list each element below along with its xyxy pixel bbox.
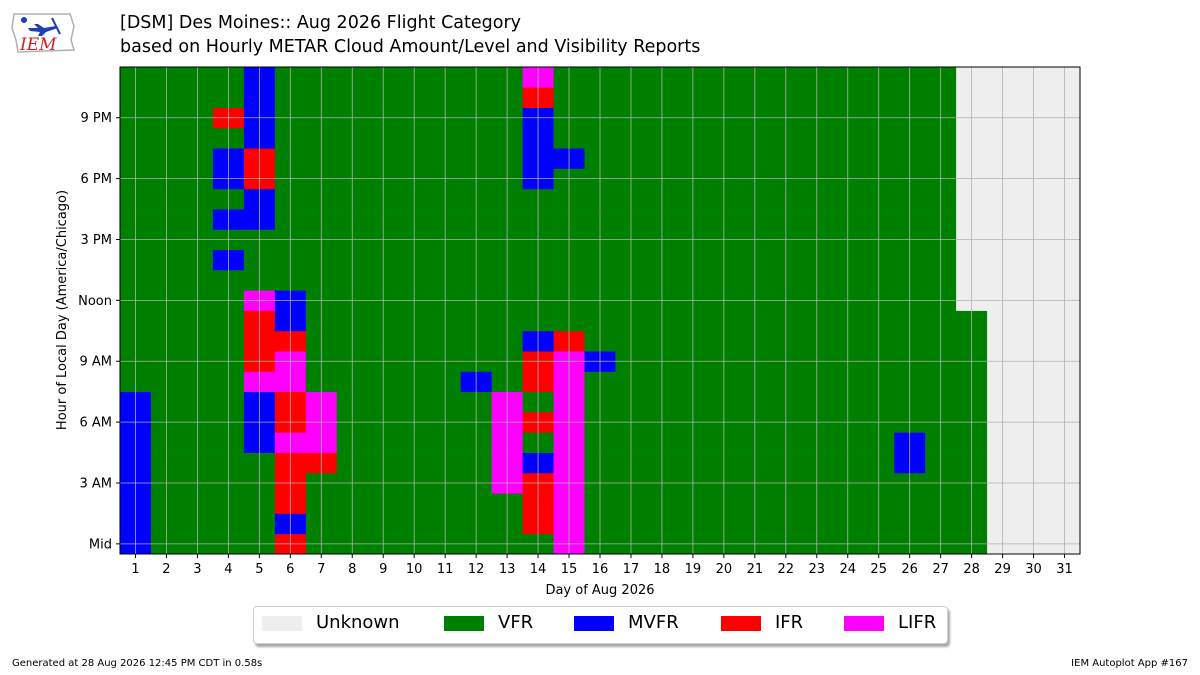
x-tick-label: 1	[131, 562, 139, 577]
x-tick-label: 7	[317, 562, 325, 577]
x-tick-label: 27	[932, 562, 949, 577]
y-axis-label: Hour of Local Day (America/Chicago)	[55, 190, 70, 430]
legend-swatch	[574, 616, 614, 631]
y-tick-label: Mid	[89, 537, 112, 552]
legend-label: VFR	[498, 612, 534, 633]
x-tick-label: 26	[901, 562, 918, 577]
y-tick-label: 6 PM	[81, 172, 112, 187]
x-tick-label: 31	[1056, 562, 1073, 577]
x-tick-label: 15	[561, 562, 578, 577]
x-tick-label: 13	[499, 562, 516, 577]
y-tick-label: 3 AM	[79, 476, 112, 491]
generated-timestamp: Generated at 28 Aug 2026 12:45 PM CDT in…	[12, 658, 263, 669]
y-tick-label: 3 PM	[81, 233, 112, 248]
x-tick-label: 28	[963, 562, 980, 577]
x-tick-label: 5	[255, 562, 263, 577]
x-tick-label: 30	[1025, 562, 1042, 577]
x-tick-label: 29	[994, 562, 1011, 577]
logo-text: IEM	[19, 35, 57, 55]
x-tick-label: 19	[685, 562, 702, 577]
chart-title: [DSM] Des Moines:: Aug 2026 Flight Categ…	[120, 13, 522, 33]
x-axis-ticks: 1 2 3 4 5 6 7 8 9 10 11 12 13 14 15 16 17 18 19 20 21 22 23 24 2…	[131, 554, 1073, 577]
x-tick-label: 22	[778, 562, 795, 577]
x-tick-label: 24	[839, 562, 856, 577]
legend: Unknown VFR MVFR IFR LIFR	[253, 606, 948, 644]
legend-label: IFR	[775, 612, 804, 633]
y-tick-label: 6 AM	[79, 416, 112, 431]
airplane-icon	[28, 24, 58, 36]
legend-swatch	[262, 616, 302, 631]
y-tick-label: 9 PM	[81, 111, 112, 126]
x-tick-label: 17	[623, 562, 640, 577]
legend-label: LIFR	[898, 612, 937, 633]
x-axis-label: Day of Aug 2026	[545, 583, 654, 598]
legend-label: MVFR	[628, 612, 679, 633]
x-tick-label: 6	[286, 562, 294, 577]
x-tick-label: 4	[224, 562, 232, 577]
y-tick-label: 9 AM	[79, 355, 112, 370]
x-tick-label: 3	[193, 562, 201, 577]
x-tick-label: 9	[379, 562, 387, 577]
y-tick-label: Noon	[78, 294, 112, 309]
x-tick-label: 20	[716, 562, 733, 577]
grid-lines	[120, 67, 1080, 554]
x-tick-label: 11	[437, 562, 454, 577]
x-tick-label: 8	[348, 562, 356, 577]
chart-subtitle: based on Hourly METAR Cloud Amount/Level…	[120, 37, 701, 57]
x-tick-label: 16	[592, 562, 609, 577]
iem-logo: IEM	[8, 6, 80, 58]
x-tick-label: 18	[654, 562, 671, 577]
x-tick-label: 25	[870, 562, 887, 577]
x-tick-label: 10	[406, 562, 423, 577]
x-tick-label: 12	[468, 562, 485, 577]
legend-label: Unknown	[316, 612, 400, 633]
legend-swatch	[721, 616, 761, 631]
y-axis-ticks: Mid 3 AM 6 AM 9 AM Noon 3 PM 6 PM 9 PM	[78, 111, 120, 552]
x-tick-label: 2	[162, 562, 170, 577]
app-id: IEM Autoplot App #167	[1071, 658, 1188, 669]
legend-swatch	[444, 616, 484, 631]
legend-swatch	[844, 616, 884, 631]
x-tick-label: 21	[747, 562, 764, 577]
x-tick-label: 23	[809, 562, 826, 577]
x-tick-label: 14	[530, 562, 547, 577]
